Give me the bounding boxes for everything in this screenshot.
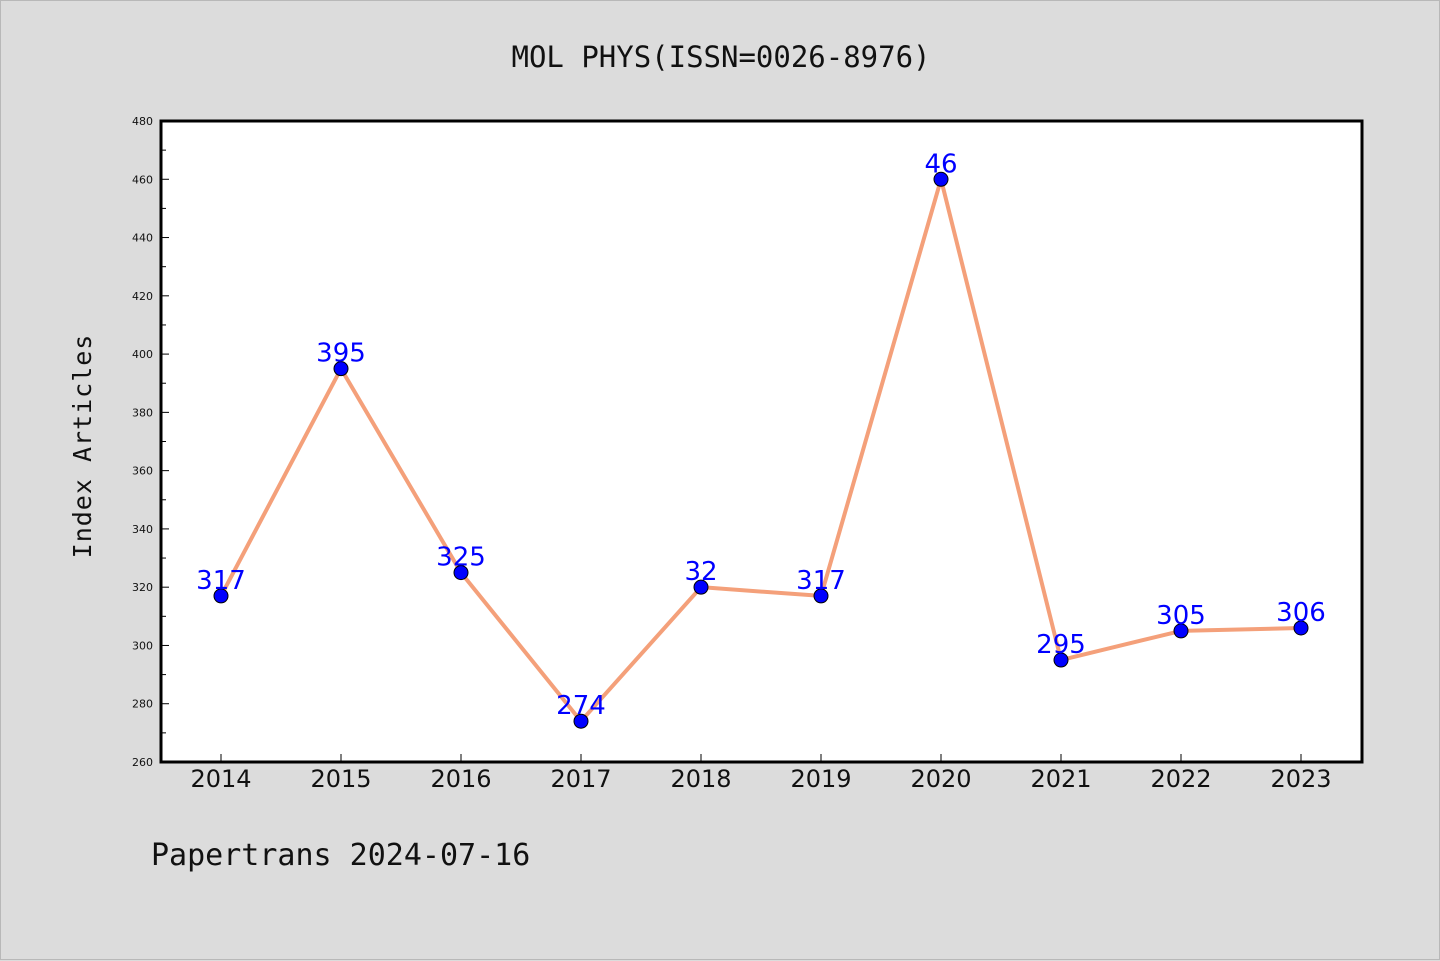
data-point bbox=[213, 588, 229, 604]
data-point bbox=[1173, 623, 1189, 639]
y-tick-label: 380 bbox=[132, 406, 153, 419]
x-tick-label: 2021 bbox=[1030, 765, 1091, 793]
footer-credit: Papertrans 2024-07-16 bbox=[151, 838, 530, 873]
series-line bbox=[219, 177, 1302, 724]
data-label: 46 bbox=[924, 149, 957, 179]
data-point bbox=[453, 565, 469, 581]
x-axis: 2014 2015 2016 2017 2018 2019 2020 2021 2022 2023 bbox=[190, 754, 1332, 793]
x-tick-label: 2020 bbox=[910, 765, 971, 793]
x-tick-label: 2022 bbox=[1150, 765, 1211, 793]
data-point bbox=[1053, 652, 1069, 668]
y-tick-label: 360 bbox=[132, 465, 153, 478]
y-tick-label: 460 bbox=[132, 173, 153, 186]
data-point bbox=[333, 361, 349, 377]
y-axis-label: Index Articles bbox=[68, 334, 97, 559]
series-line-group: 317 395 325 274 32 317 46 295 305 306 bbox=[196, 149, 1326, 729]
data-point bbox=[1293, 620, 1309, 636]
chart-title: MOL PHYS(ISSN=0026-8976) bbox=[511, 40, 930, 74]
data-point bbox=[813, 588, 829, 604]
data-label: 306 bbox=[1276, 598, 1326, 628]
data-point bbox=[573, 713, 589, 729]
data-label: 317 bbox=[196, 566, 246, 596]
plot-area bbox=[159, 119, 1364, 764]
x-tick-label: 2017 bbox=[550, 765, 611, 793]
data-label: 32 bbox=[684, 557, 717, 587]
data-label: 305 bbox=[1156, 601, 1206, 631]
x-tick-label: 2016 bbox=[430, 765, 491, 793]
data-label: 395 bbox=[316, 339, 366, 369]
x-tick-label: 2019 bbox=[790, 765, 851, 793]
x-tick-label: 2018 bbox=[670, 765, 731, 793]
data-label: 295 bbox=[1036, 630, 1086, 660]
x-tick-label: 2023 bbox=[1270, 765, 1331, 793]
y-tick-label: 440 bbox=[132, 232, 153, 245]
y-tick-label: 320 bbox=[132, 581, 153, 594]
data-point bbox=[693, 579, 709, 595]
y-tick-label: 480 bbox=[132, 115, 153, 128]
y-tick-label: 280 bbox=[132, 698, 153, 711]
y-axis: 260 280 300 320 340 360 380 400 420 440 460 480 bbox=[132, 115, 169, 769]
y-tick-label: 260 bbox=[132, 756, 153, 769]
y-tick-label: 300 bbox=[132, 639, 153, 652]
y-tick-label: 400 bbox=[132, 348, 153, 361]
x-tick-label: 2015 bbox=[310, 765, 371, 793]
y-tick-label: 420 bbox=[132, 290, 153, 303]
x-tick-label: 2014 bbox=[190, 765, 251, 793]
data-label: 274 bbox=[556, 691, 606, 721]
data-label: 325 bbox=[436, 543, 486, 573]
data-point bbox=[933, 171, 949, 187]
y-tick-label: 340 bbox=[132, 523, 153, 536]
data-label: 317 bbox=[796, 566, 846, 596]
